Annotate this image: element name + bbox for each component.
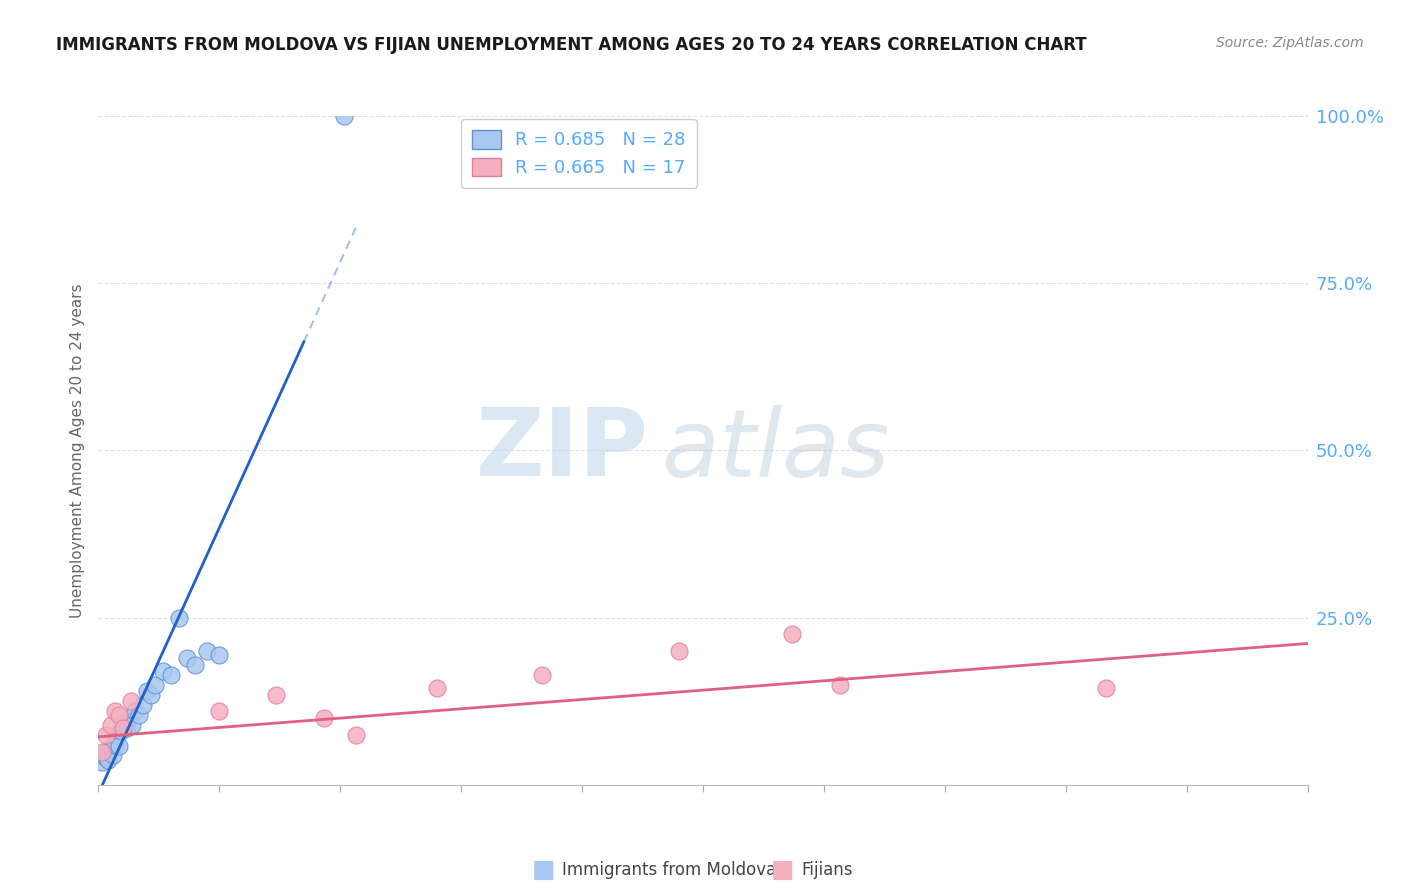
Point — [143, 678, 166, 692]
Point — [120, 694, 142, 708]
Text: IMMIGRANTS FROM MOLDOVA VS FIJIAN UNEMPLOYMENT AMONG AGES 20 TO 24 YEARS CORRELA: IMMIGRANTS FROM MOLDOVA VS FIJIAN UNEMPL… — [56, 36, 1087, 54]
Text: atlas: atlas — [661, 405, 889, 496]
Point — [195, 644, 218, 658]
Point — [828, 678, 851, 692]
Point — [96, 728, 118, 742]
Point — [91, 744, 114, 758]
Point — [96, 744, 118, 758]
Point — [115, 721, 138, 735]
Point — [167, 611, 190, 625]
Point — [94, 749, 117, 764]
Point — [112, 714, 135, 729]
Point — [314, 711, 336, 725]
Point — [132, 698, 155, 712]
Point — [97, 753, 120, 767]
Point — [105, 728, 128, 742]
Point — [103, 705, 125, 719]
Point — [184, 657, 207, 672]
Point — [111, 721, 134, 735]
Point — [139, 688, 162, 702]
Point — [118, 711, 141, 725]
Text: ZIP: ZIP — [475, 404, 648, 497]
Point — [135, 684, 157, 698]
Y-axis label: Unemployment Among Ages 20 to 24 years: Unemployment Among Ages 20 to 24 years — [69, 283, 84, 618]
Point — [160, 667, 183, 681]
Point — [208, 648, 231, 662]
Point — [668, 644, 690, 658]
Point — [124, 705, 146, 719]
Point — [103, 738, 125, 752]
Point — [208, 705, 231, 719]
Point — [100, 717, 122, 731]
Point — [426, 681, 449, 695]
Point — [530, 667, 553, 681]
Point — [91, 755, 114, 769]
Point — [333, 109, 356, 123]
Point — [110, 724, 132, 739]
Point — [176, 651, 198, 665]
Point — [1095, 681, 1118, 695]
Point — [107, 707, 129, 722]
Point — [100, 741, 122, 756]
Text: ■: ■ — [531, 858, 555, 881]
Legend: R = 0.685   N = 28, R = 0.665   N = 17: R = 0.685 N = 28, R = 0.665 N = 17 — [461, 120, 696, 188]
Point — [128, 707, 150, 722]
Point — [344, 728, 367, 742]
Point — [107, 739, 129, 753]
Point — [152, 664, 174, 679]
Text: Source: ZipAtlas.com: Source: ZipAtlas.com — [1216, 36, 1364, 50]
Point — [264, 688, 287, 702]
Point — [121, 717, 143, 731]
Text: ■: ■ — [770, 858, 794, 881]
Text: Immigrants from Moldova: Immigrants from Moldova — [562, 861, 776, 879]
Point — [780, 627, 803, 641]
Text: Fijians: Fijians — [801, 861, 853, 879]
Point — [101, 747, 124, 762]
